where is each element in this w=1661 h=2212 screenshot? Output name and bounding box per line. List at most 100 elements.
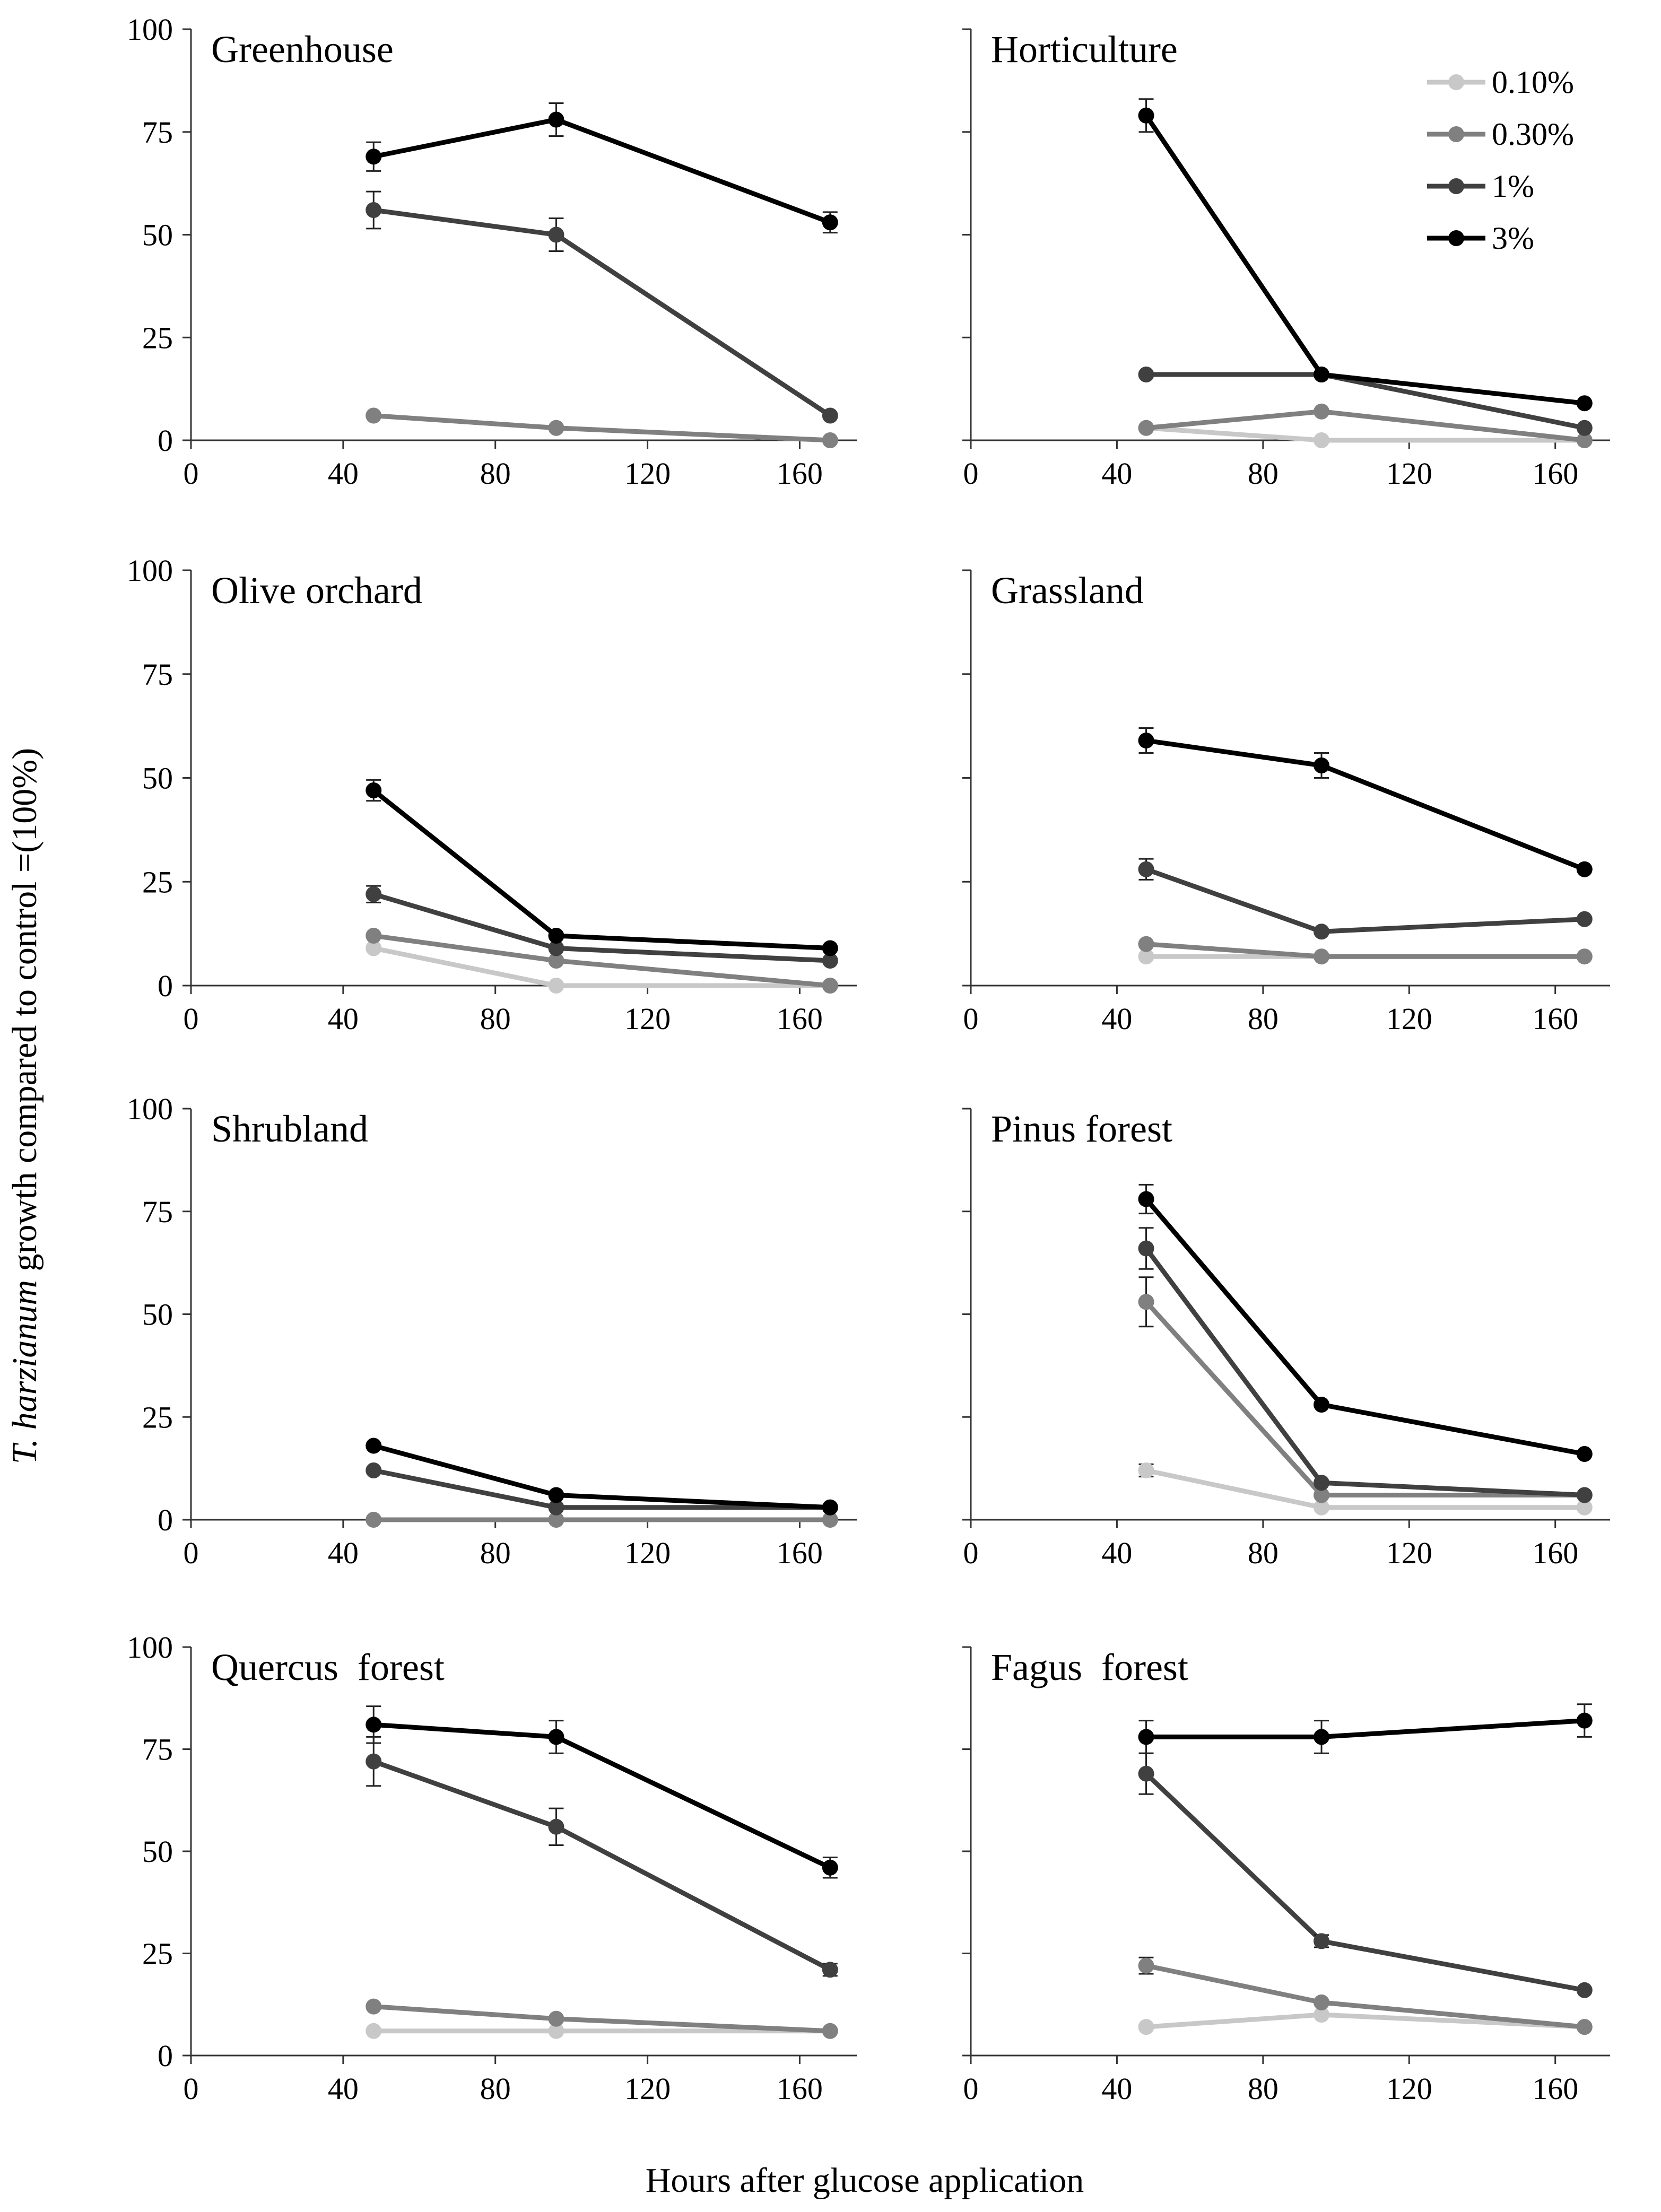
x-tick-label: 160 <box>777 2071 823 2106</box>
data-point <box>1138 861 1154 877</box>
legend-label: 1% <box>1492 169 1534 204</box>
data-point <box>1576 1446 1593 1462</box>
legend: 0.10% 0.30% 1% 3% <box>1427 65 1574 256</box>
data-point <box>548 940 564 956</box>
y-tick-label: 25 <box>142 1400 173 1434</box>
x-tick-label: 80 <box>480 1002 511 1036</box>
x-tick-label: 40 <box>328 1002 359 1036</box>
series-1% <box>1138 858 1593 940</box>
panel-8: 0 40 80 120 160 Fagus forest <box>962 1646 1610 2106</box>
data-point <box>548 1729 564 1745</box>
x-tick-label: 80 <box>480 2071 511 2106</box>
panels: 0 25 50 75 100 0 40 80 120 160 Greenhouse 0 40 80 120 1… <box>127 12 1610 2106</box>
y-tick-label: 50 <box>142 218 173 252</box>
x-tick-label: 40 <box>1101 456 1132 491</box>
x-tick-label: 40 <box>328 2071 359 2106</box>
data-point <box>1576 1499 1593 1516</box>
y-tick-label: 100 <box>127 553 173 588</box>
x-tick-label: 0 <box>963 1002 979 1036</box>
data-point <box>822 978 838 994</box>
data-point <box>1138 1294 1154 1310</box>
data-point <box>822 1499 838 1516</box>
x-tick-label: 160 <box>1532 456 1578 491</box>
series-3% <box>1138 1183 1593 1462</box>
panel-title: Fagus forest <box>991 1646 1188 1688</box>
legend-entry: 1% <box>1427 169 1534 204</box>
y-tick-label: 50 <box>142 1297 173 1332</box>
series-1% <box>366 190 838 424</box>
series-0.30% <box>1138 936 1593 965</box>
x-tick-label: 120 <box>1386 1536 1432 1570</box>
y-tick-label: 50 <box>142 761 173 796</box>
x-tick-label: 80 <box>1248 456 1279 491</box>
data-point <box>1576 432 1593 448</box>
data-point <box>548 928 564 944</box>
data-point <box>1576 911 1593 927</box>
x-tick-label: 80 <box>480 1536 511 1570</box>
series-0.30% <box>366 407 838 448</box>
data-point <box>1314 367 1330 382</box>
y-tick-label: 0 <box>158 969 173 1003</box>
y-axis-title-rest: growth compared to control =(100%) <box>5 748 44 1280</box>
x-tick-label: 120 <box>624 1002 671 1036</box>
data-point <box>1314 757 1330 774</box>
data-point <box>1314 1397 1330 1413</box>
x-tick-label: 0 <box>963 456 979 491</box>
data-point <box>366 1753 382 1770</box>
data-point <box>366 940 382 956</box>
panel-title: Greenhouse <box>211 28 394 71</box>
legend-swatch-marker <box>1448 126 1464 142</box>
legend-entry: 0.30% <box>1427 117 1574 152</box>
x-tick-label: 160 <box>777 1002 823 1036</box>
y-tick-label: 0 <box>158 2039 173 2073</box>
panel-6: 0 40 80 120 160 Pinus forest <box>962 1108 1610 1570</box>
x-tick-label: 120 <box>624 1536 671 1570</box>
data-point <box>1138 1957 1154 1974</box>
data-point <box>1576 948 1593 965</box>
data-point <box>1576 1712 1593 1729</box>
x-tick-label: 120 <box>1386 456 1432 491</box>
series-3% <box>366 102 838 234</box>
data-point <box>366 1717 382 1733</box>
series-3% <box>366 1705 838 1879</box>
x-tick-label: 0 <box>184 456 199 491</box>
y-tick-label: 25 <box>142 320 173 355</box>
x-tick-label: 120 <box>1386 1002 1432 1036</box>
x-tick-label: 160 <box>1532 2071 1578 2106</box>
data-point <box>366 928 382 944</box>
data-point <box>822 214 838 231</box>
data-point <box>822 1512 838 1528</box>
data-point <box>548 111 564 128</box>
panel-title: Shrubland <box>211 1108 368 1150</box>
data-point <box>548 2010 564 2027</box>
data-point <box>366 149 382 165</box>
data-point <box>1576 420 1593 436</box>
data-point <box>1138 1462 1154 1478</box>
series-1% <box>1138 1752 1593 1998</box>
data-point <box>1138 367 1154 382</box>
x-tick-label: 80 <box>1248 2071 1279 2106</box>
data-point <box>1314 2007 1330 2023</box>
x-tick-label: 80 <box>480 456 511 491</box>
data-point <box>1138 420 1154 436</box>
y-tick-label: 75 <box>142 115 173 150</box>
data-point <box>1576 1487 1593 1503</box>
data-point <box>548 1512 564 1528</box>
data-point <box>1314 1994 1330 2010</box>
data-point <box>822 407 838 424</box>
data-point <box>366 2023 382 2039</box>
x-tick-label: 160 <box>1532 1536 1578 1570</box>
panel-title: Olive orchard <box>211 569 422 612</box>
data-point <box>822 1859 838 1876</box>
panel-7: 0 25 50 75 100 0 40 80 120 160 Quercus forest <box>127 1630 857 2106</box>
series-3% <box>1138 727 1593 877</box>
x-tick-label: 160 <box>777 1536 823 1570</box>
panel-title: Pinus forest <box>991 1108 1172 1150</box>
x-tick-label: 120 <box>624 2071 671 2106</box>
y-tick-label: 0 <box>158 1503 173 1537</box>
data-point <box>1138 733 1154 749</box>
data-point <box>1314 1729 1330 1745</box>
series-3% <box>366 1438 838 1516</box>
data-point <box>366 1438 382 1454</box>
data-point <box>366 1998 382 2015</box>
